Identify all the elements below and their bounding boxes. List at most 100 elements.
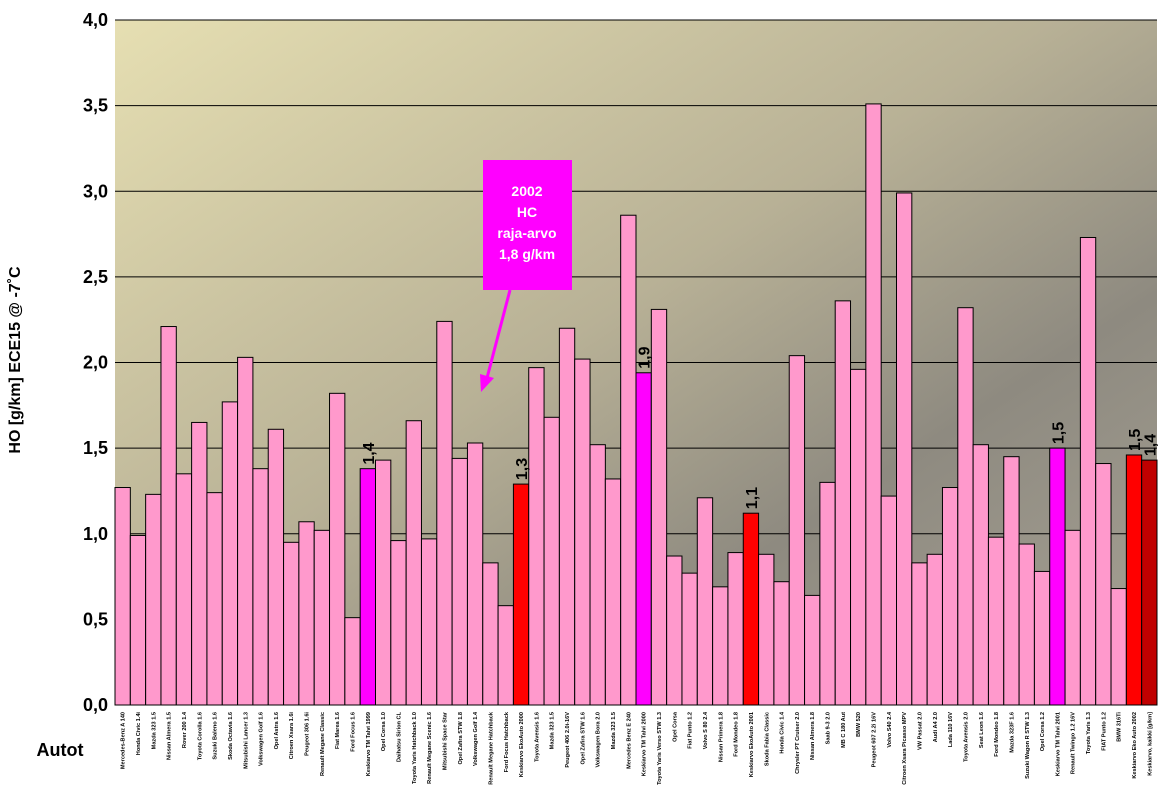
x-tick-label: Renault Megane Scenic 1.6 [427,712,433,784]
bar [115,488,130,705]
x-tick-label: Renault Megane Hatchback [488,711,494,785]
bar [728,553,743,705]
bar [268,429,283,705]
x-tick-label: Mitsubishi Space Star [442,711,448,770]
bar [789,356,804,705]
x-tick-label: Nissan Almera 1.5 [167,712,173,760]
bar [437,321,452,705]
x-tick-label: VW Passat 2.0 [917,712,923,750]
x-tick-label: Mazda 323 1.5 [151,712,157,749]
y-tick-label: 2,0 [83,353,108,373]
bar [881,496,896,705]
x-tick-label: Volkswagen Golf 1.4 [473,711,479,766]
x-tick-label: Toyota Avensis 2.0 [963,712,969,762]
y-tick-label: 4,0 [83,10,108,30]
x-tick-label: Volkswagen Bora 2.0 [596,712,602,768]
y-tick-label: 1,0 [83,524,108,544]
bar [253,469,268,705]
x-tick-label: Nissan Almera 1.8 [810,712,816,760]
x-tick-label: Opel Zafira STW 1.8 [458,712,464,765]
x-tick-label: Mitsubishi Lancer 1.3 [243,712,249,769]
bar [421,539,436,705]
x-tick-label: Toyota Yaris Verso STW 1.3 [657,712,663,785]
bar [161,327,176,705]
bar [529,368,544,705]
bar [820,482,835,705]
x-tick-label: Mazda 323 1.5 [611,712,617,749]
bar [498,606,513,705]
x-tick-label: Volkswagen Golf 1.6 [259,712,265,766]
bar [314,530,329,705]
bar [330,393,345,705]
bar [866,104,881,705]
x-tick-label: Honda Civic 1.4i [136,712,142,756]
bar [345,618,360,705]
bar [1004,457,1019,705]
x-tick-label: Citroen Xsara 1.6i [289,712,295,760]
bar [973,445,988,705]
value-label: 1,1 [744,487,761,509]
x-tick-label: Chrysler PT Cruiser 2.0 [795,712,801,774]
bar [1019,544,1034,705]
bar [130,535,145,705]
x-tick-label: Keskiarvo EkoAuto 2001 [749,712,755,777]
x-tick-label: Keskiarvo Eko Auto 2002 [1132,712,1138,779]
x-tick-label: Peugeot 607 2.2i 16V [872,712,878,768]
bar [391,541,406,705]
x-tick-label: Fiat Marea 1.6 [335,712,341,749]
bar [544,417,559,705]
bar [621,215,636,705]
bar [667,556,682,705]
x-tick-label: Mercedes Benz E 240 [626,712,632,769]
x-tick-label: Volvo S 80 2.4 [703,711,709,749]
x-tick-label: Mercedes-Benz A 140 [121,712,127,769]
bar [1096,464,1111,705]
y-tick-label: 0,5 [83,609,108,629]
value-label: 1,4 [1142,434,1159,456]
bar [299,522,314,705]
value-label: 1,9 [637,346,654,368]
x-tick-label: Daihatsu Sirion CL [396,711,402,762]
annotation-text: 1,8 g/km [499,246,555,262]
x-tick-label: Citroen Xsara Picasso MPV [902,712,908,785]
x-tick-label: Volvo S40 2.4 [887,711,893,748]
x-tick-label: Lada 110 16V [948,712,954,747]
bar [452,458,467,705]
bar [513,484,528,705]
bar [805,595,820,705]
x-tick-label: Skoda Fabia Classic [764,712,770,766]
bar [238,357,253,705]
y-axis-label: HO [g/km] ECE15 @ -7˚C [7,266,24,454]
bar [360,469,375,705]
x-tick-label: Mazda 323 1.5 [550,712,556,749]
bar [743,513,758,705]
x-tick-label: Suzuki Wagon R STW 1.3 [1025,712,1031,779]
x-tick-label: Ford Focus Hatchback [504,711,510,772]
bar [559,328,574,705]
x-tick-label: Peugeot 306 1.6i [305,712,311,756]
annotation-text: 2002 [511,183,542,199]
bar [605,479,620,705]
x-tick-label: Ford Focus 1.6 [351,712,357,752]
bar [575,359,590,705]
bar [284,542,299,705]
bar [590,445,605,705]
x-tick-label: Honda Civic 1.4 [780,711,786,754]
x-tick-label: MB C 180 Aut [841,712,847,748]
x-tick-label: Peugeot 406 2.0i-16V [565,712,571,768]
x-tick-label: Renault Megane Classic [320,712,326,776]
x-tick-label: Audi A4 2.0 [933,712,939,742]
x-tick-label: Rover 200 1.4 [182,711,188,748]
bar [835,301,850,705]
value-label: 1,4 [361,442,378,464]
bar [897,193,912,705]
x-tick-label: Skoda Octavia 1.6 [228,712,234,760]
bar [774,582,789,705]
x-tick-label: Toyota Avensis 1.6 [534,712,540,762]
bar [483,563,498,705]
bar [958,308,973,705]
bar [1050,448,1065,705]
bar [406,421,421,705]
y-tick-label: 1,5 [83,438,108,458]
x-tick-label: Toyota Corolla 1.6 [197,712,203,760]
